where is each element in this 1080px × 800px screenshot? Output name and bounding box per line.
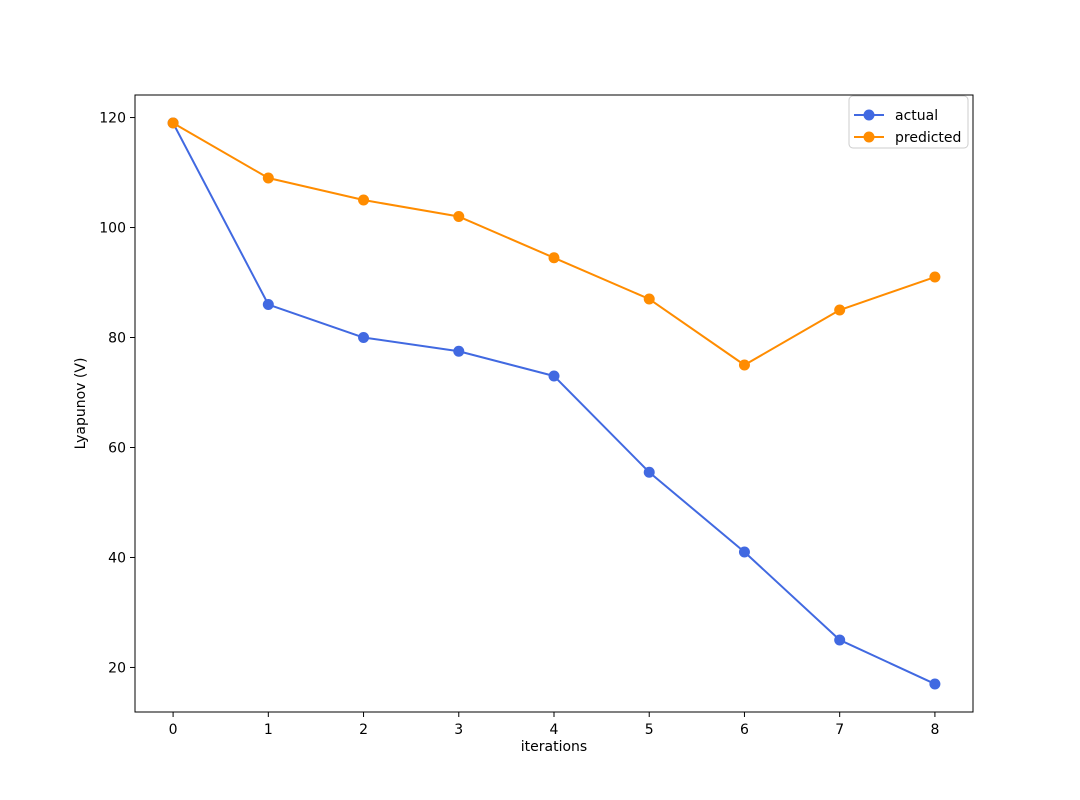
marker-predicted-5 — [643, 293, 655, 305]
marker-predicted-8 — [929, 271, 941, 283]
marker-actual-5 — [643, 466, 655, 478]
y-tick-label-100: 100 — [99, 221, 126, 237]
x-tick-label-1: 1 — [264, 722, 273, 738]
y-axis-label: Lyapunov (V) — [73, 358, 89, 450]
y-tick-label-40: 40 — [108, 550, 126, 566]
x-tick-label-4: 4 — [550, 722, 559, 738]
legend-box — [848, 95, 969, 149]
y-tick-label-120: 120 — [99, 111, 126, 127]
y-tick-label-80: 80 — [108, 331, 126, 347]
marker-predicted-3 — [453, 211, 465, 223]
plot-area: 0 1 2 3 4 5 6 7 8 20 40 60 80 100 120 actual predicted — [99, 94, 974, 738]
marker-predicted-2 — [358, 194, 370, 206]
marker-predicted-1 — [262, 172, 274, 184]
marker-actual-2 — [358, 332, 370, 344]
marker-actual-4 — [548, 370, 560, 382]
x-tick-label-2: 2 — [359, 722, 368, 738]
marker-actual-6 — [738, 546, 750, 558]
x-tick-label-7: 7 — [835, 722, 844, 738]
y-tick-label-60: 60 — [108, 440, 126, 456]
marker-predicted-7 — [834, 304, 846, 316]
series-predicted — [167, 117, 941, 371]
marker-actual-1 — [262, 299, 274, 311]
x-tick-label-0: 0 — [169, 722, 178, 738]
legend-label-predicted: predicted — [895, 130, 961, 146]
axes-box — [134, 94, 974, 713]
legend-sample-marker-predicted — [863, 131, 875, 143]
x-tick-label-5: 5 — [645, 722, 654, 738]
marker-predicted-4 — [548, 252, 560, 264]
marker-actual-8 — [929, 678, 941, 690]
x-tick-label-6: 6 — [740, 722, 749, 738]
marker-predicted-0 — [167, 117, 179, 129]
marker-actual-7 — [834, 634, 846, 646]
y-tick-label-20: 20 — [108, 660, 126, 676]
x-tick-label-3: 3 — [454, 722, 463, 738]
marker-actual-3 — [453, 345, 465, 357]
legend-label-actual: actual — [895, 108, 938, 124]
x-tick-label-8: 8 — [930, 722, 939, 738]
legend: actual predicted — [848, 95, 969, 149]
legend-sample-marker-actual — [863, 109, 875, 121]
x-axis-label: iterations — [521, 739, 587, 755]
marker-predicted-6 — [738, 359, 750, 371]
